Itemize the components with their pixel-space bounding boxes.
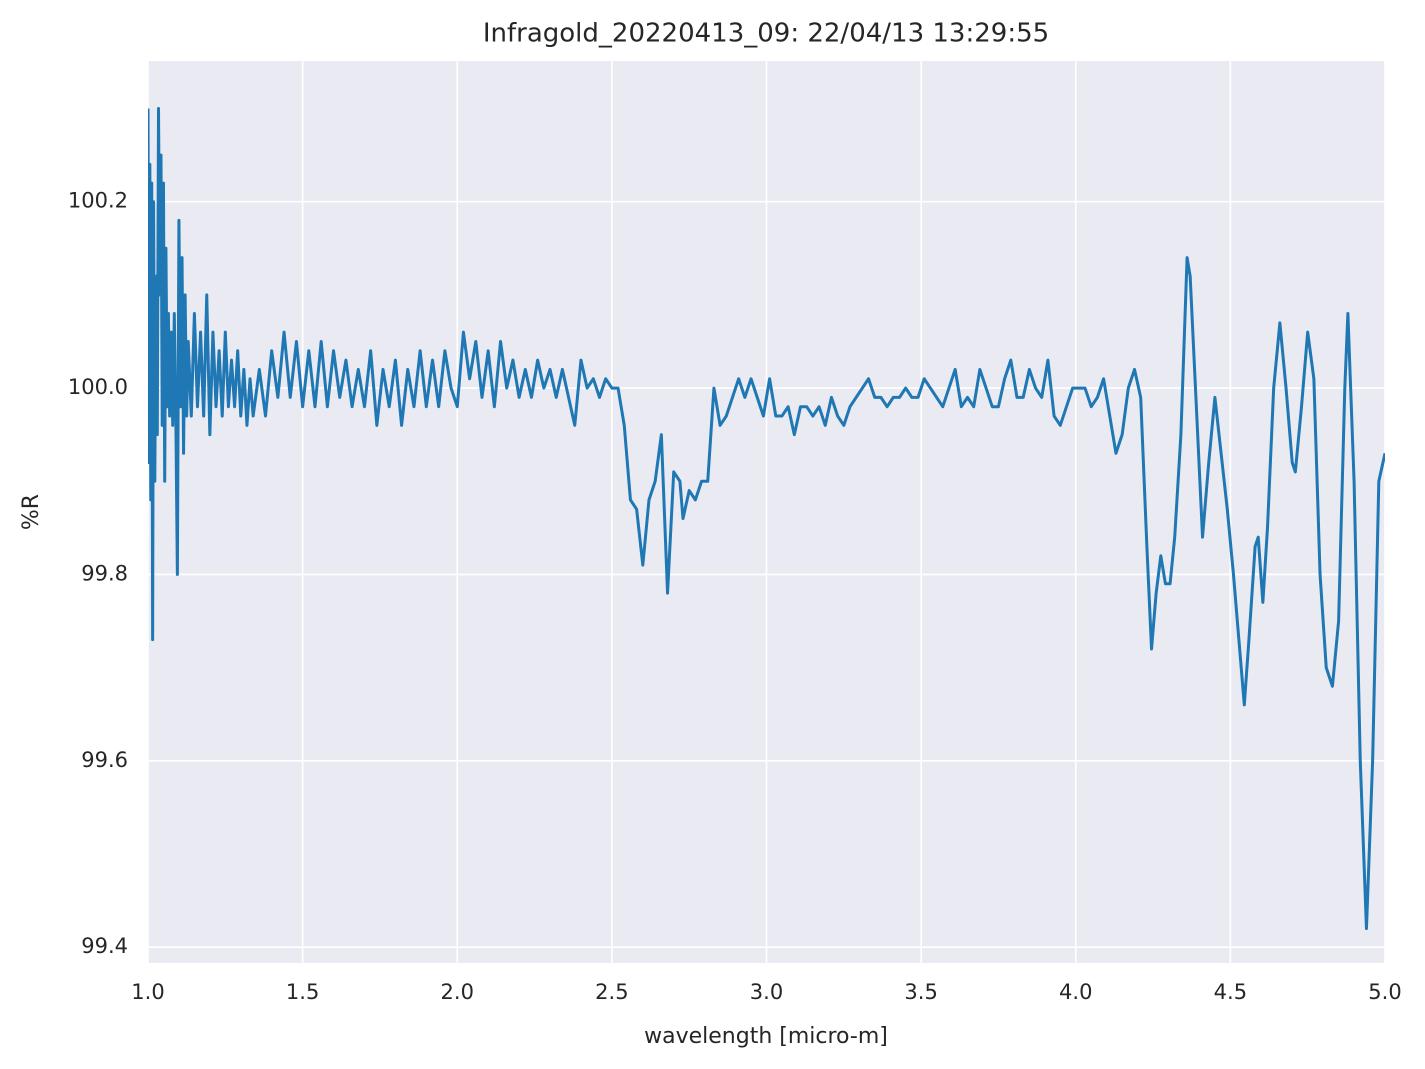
x-tick-label: 4.5 <box>1214 980 1247 1004</box>
y-tick-label: 99.4 <box>81 934 128 958</box>
y-tick-label: 100.0 <box>68 375 128 399</box>
x-tick-label: 3.5 <box>904 980 937 1004</box>
line-series <box>148 107 1385 931</box>
x-tick-label: 5.0 <box>1368 980 1401 1004</box>
x-tick-label: 2.5 <box>595 980 628 1004</box>
x-tick-label: 1.5 <box>286 980 319 1004</box>
chart-title: Infragold_20220413_09: 22/04/13 13:29:55 <box>483 19 1049 49</box>
x-tick-label: 3.0 <box>750 980 783 1004</box>
y-tick-label: 100.2 <box>68 189 128 213</box>
y-axis-label: %R <box>19 494 44 530</box>
x-tick-label: 1.0 <box>131 980 164 1004</box>
y-tick-label: 99.6 <box>81 748 128 772</box>
x-tick-label: 4.0 <box>1059 980 1092 1004</box>
x-axis-label: wavelength [micro-m] <box>644 1024 888 1049</box>
y-tick-label: 99.8 <box>81 561 128 585</box>
x-tick-label: 2.0 <box>441 980 474 1004</box>
